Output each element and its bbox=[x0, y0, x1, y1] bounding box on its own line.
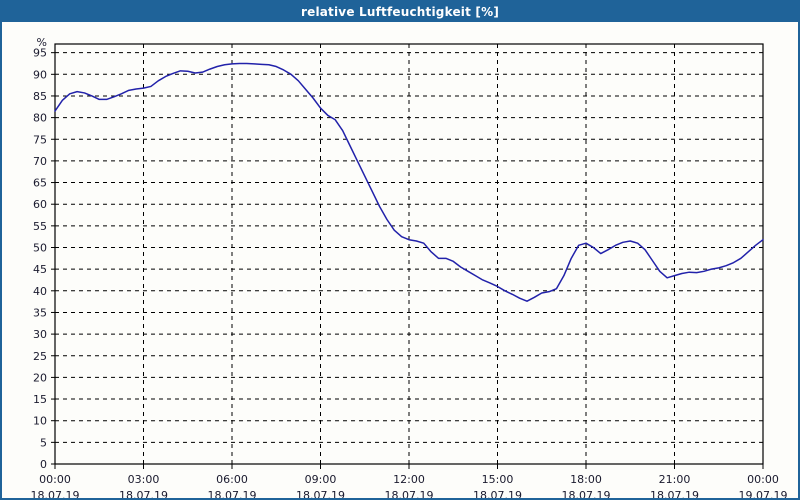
y-tick-label: 30 bbox=[33, 328, 47, 341]
x-tick-label-date: 18.07.19 bbox=[119, 489, 168, 498]
y-tick-label: 10 bbox=[33, 415, 47, 428]
y-axis-ticks bbox=[51, 52, 55, 465]
x-tick-label-time: 00:00 bbox=[39, 473, 71, 486]
window-title-text: relative Luftfeuchtigkeit [%] bbox=[300, 5, 500, 19]
x-tick-label-time: 09:00 bbox=[305, 473, 337, 486]
y-tick-label: 55 bbox=[33, 220, 47, 233]
x-tick-label-time: 12:00 bbox=[393, 473, 425, 486]
y-tick-label: 50 bbox=[33, 242, 47, 255]
x-tick-label-date: 18.07.19 bbox=[31, 489, 80, 498]
y-tick-label: 85 bbox=[33, 90, 47, 103]
x-tick-label-date: 18.07.19 bbox=[385, 489, 434, 498]
y-tick-label: 60 bbox=[33, 198, 47, 211]
window-title-bar: relative Luftfeuchtigkeit [%] bbox=[2, 2, 798, 22]
plot-frame bbox=[54, 43, 764, 465]
grid-lines bbox=[55, 44, 763, 464]
y-axis-unit-label: % bbox=[37, 36, 47, 49]
x-tick-label-time: 00:00 bbox=[747, 473, 779, 486]
y-tick-label: 70 bbox=[33, 155, 47, 168]
x-tick-label-date: 18.07.19 bbox=[650, 489, 699, 498]
x-tick-label-date: 18.07.19 bbox=[208, 489, 257, 498]
humidity-series-line bbox=[54, 62, 764, 302]
x-tick-label-time: 06:00 bbox=[216, 473, 248, 486]
x-tick-label-date: 18.07.19 bbox=[296, 489, 345, 498]
x-tick-label-time: 03:00 bbox=[128, 473, 160, 486]
y-tick-label: 5 bbox=[40, 436, 47, 449]
x-tick-label-time: 15:00 bbox=[482, 473, 514, 486]
y-tick-label: 75 bbox=[33, 133, 47, 146]
y-tick-label: 20 bbox=[33, 371, 47, 384]
x-tick-label-time: 18:00 bbox=[570, 473, 602, 486]
x-tick-label-date: 19.07.19 bbox=[739, 489, 788, 498]
y-tick-label: 45 bbox=[33, 263, 47, 276]
humidity-line-chart: % 0 5 10 15 20 25 30 35 40 45 50 55 60 65 70 75 80 85 90 95… bbox=[31, 36, 788, 498]
x-tick-label-date: 18.07.19 bbox=[473, 489, 522, 498]
y-tick-label: 0 bbox=[40, 458, 47, 471]
y-tick-label: 25 bbox=[33, 350, 47, 363]
y-tick-label: 15 bbox=[33, 393, 47, 406]
y-tick-label: 40 bbox=[33, 285, 47, 298]
y-tick-label: 80 bbox=[33, 112, 47, 125]
y-tick-label: 65 bbox=[33, 177, 47, 190]
y-tick-label: 95 bbox=[33, 47, 47, 60]
x-tick-label-time: 21:00 bbox=[659, 473, 691, 486]
x-axis-ticks bbox=[54, 464, 764, 469]
chart-plot-area: % 0 5 10 15 20 25 30 35 40 45 50 55 60 65 70 75 80 85 90 95… bbox=[2, 22, 798, 498]
x-tick-label-date: 18.07.19 bbox=[562, 489, 611, 498]
y-tick-label: 90 bbox=[33, 68, 47, 81]
x-axis-labels: 00:00 18.07.19 03:00 18.07.19 06:00 18.07.19 0… bbox=[31, 473, 788, 498]
y-axis-labels: 0 5 10 15 20 25 30 35 40 45 50 55 60 65 70 75 80 85 90 95 bbox=[33, 47, 47, 471]
y-tick-label: 35 bbox=[33, 306, 47, 319]
